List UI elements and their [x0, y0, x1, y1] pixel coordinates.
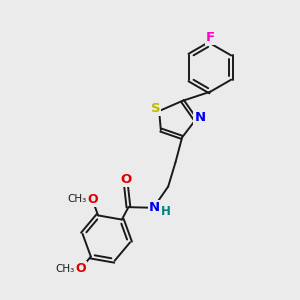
Text: CH₃: CH₃ — [55, 264, 74, 274]
Text: CH₃: CH₃ — [67, 194, 87, 204]
Text: O: O — [76, 262, 86, 275]
Text: N: N — [149, 201, 160, 214]
Text: O: O — [121, 173, 132, 186]
Text: H: H — [161, 205, 171, 218]
Text: O: O — [88, 193, 98, 206]
Text: F: F — [206, 31, 215, 44]
Text: S: S — [151, 102, 160, 115]
Text: N: N — [194, 111, 206, 124]
